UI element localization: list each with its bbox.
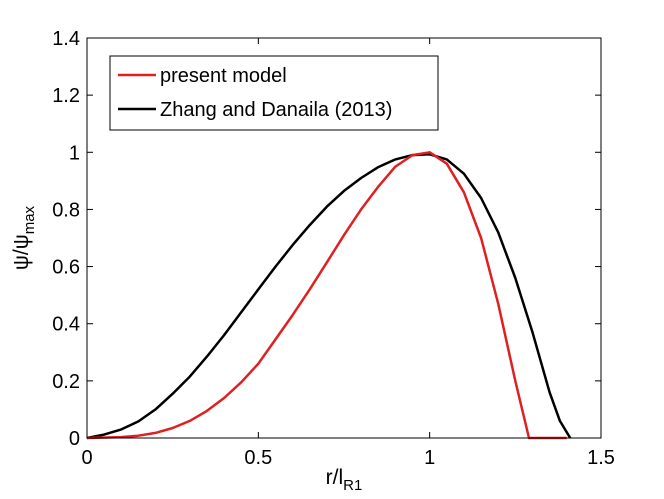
y-tick-label: 0.2 xyxy=(52,371,80,393)
series-layer xyxy=(86,151,572,440)
x-tick-label: 1.5 xyxy=(587,447,615,469)
legend: present model Zhang and Danaila (2013) xyxy=(109,55,439,131)
series-line xyxy=(86,153,572,440)
legend-label: present model xyxy=(160,65,287,87)
y-tick-label: 0 xyxy=(69,428,80,450)
y-tick-label: 0.4 xyxy=(52,314,80,336)
x-tick-label: 0.5 xyxy=(244,447,272,469)
ticks-layer: 0 0.5 1 1.5 0 0.2 0.4 0.6 0.8 1 1.2 1.4 xyxy=(52,28,615,469)
x-tick-label: 1 xyxy=(424,447,435,469)
y-tick-label: 0.8 xyxy=(52,199,80,221)
y-tick-label: 0.6 xyxy=(52,257,80,279)
x-axis-title: r/lR1 xyxy=(326,466,363,494)
y-tick-label: 1.2 xyxy=(52,85,80,107)
y-tick-label: 1 xyxy=(69,142,80,164)
y-axis-title: ψ/ψmax xyxy=(10,205,38,270)
legend-label: Zhang and Danaila (2013) xyxy=(160,99,392,121)
y-axis-title-sub: max xyxy=(21,205,38,234)
legend-items: present model Zhang and Danaila (2013) xyxy=(118,65,392,121)
x-axis-title-main: r/l xyxy=(326,466,344,489)
series-line xyxy=(86,151,567,440)
x-axis-title-sub: R1 xyxy=(343,477,362,494)
legend-box xyxy=(109,55,439,131)
plot-frame xyxy=(86,37,602,439)
x-tick-label: 0 xyxy=(81,447,92,469)
y-axis-title-main: ψ/ψ xyxy=(10,234,33,270)
y-tick-label: 1.4 xyxy=(52,28,80,50)
